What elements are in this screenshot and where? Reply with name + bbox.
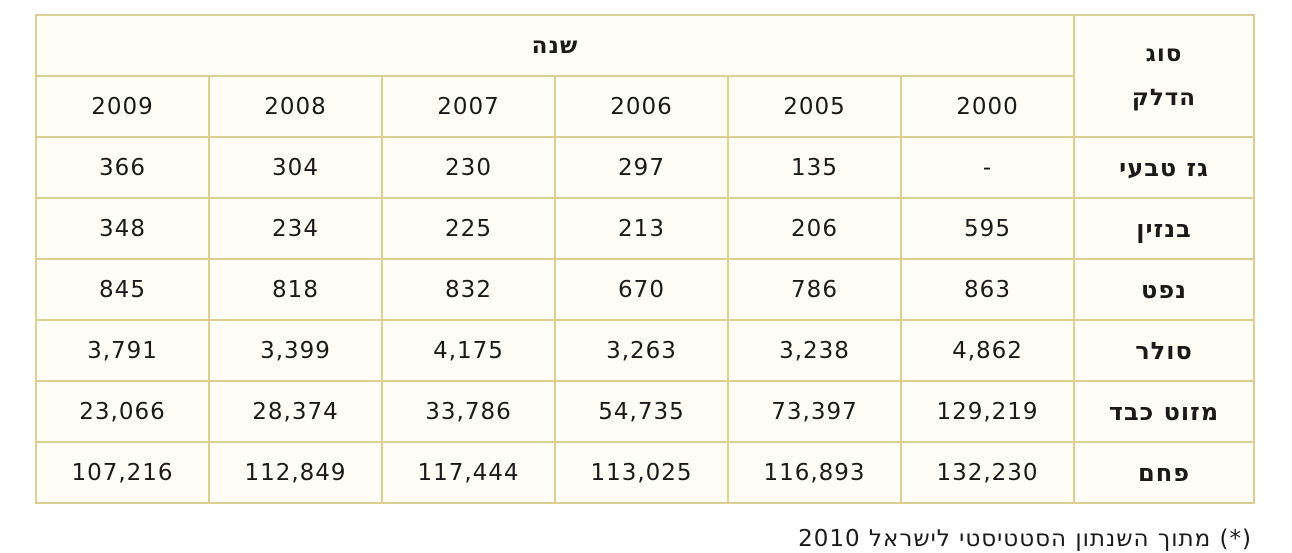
cell: 73,397: [727, 380, 902, 443]
cell: 832: [381, 258, 556, 321]
cell: 54,735: [554, 380, 729, 443]
cell: 28,374: [208, 380, 383, 443]
footnote: (*) מתוך השנתון הסטטיסטי לישראל 2010: [798, 526, 1252, 552]
cell: 818: [208, 258, 383, 321]
year-header: 2006: [554, 75, 729, 138]
cell: -: [900, 136, 1075, 199]
year-header: 2009: [35, 75, 210, 138]
fuel-table: סוג הדלק שנה 2000 2005 2006 2007 2008 2009 גז…: [35, 14, 1255, 504]
cell: 786: [727, 258, 902, 321]
cell: 3,399: [208, 319, 383, 382]
corner-header: סוג הדלק: [1073, 14, 1255, 138]
cell: 348: [35, 197, 210, 260]
cell: 3,263: [554, 319, 729, 382]
cell: 23,066: [35, 380, 210, 443]
header-row: סוג הדלק שנה: [35, 14, 1255, 138]
cell: 863: [900, 258, 1075, 321]
table-head: סוג הדלק שנה 2000 2005 2006 2007 2008 2009: [35, 14, 1255, 138]
cell: 304: [208, 136, 383, 199]
data-row: גז טבעי -135 297 230 304 366: [35, 136, 1255, 199]
cell: 3,791: [35, 319, 210, 382]
cell: 670: [554, 258, 729, 321]
cell: 234: [208, 197, 383, 260]
cell: 213: [554, 197, 729, 260]
data-row: בנזין 595 206 213 225 234 348: [35, 197, 1255, 260]
table-body: גז טבעי -135 297 230 304 366 בנזין 595 206 213 225…: [35, 136, 1255, 504]
cell: 3,238: [727, 319, 902, 382]
cell: 132,230: [900, 441, 1075, 504]
year-header: 2008: [208, 75, 383, 138]
year-row: 2000 2005 2006 2007 2008 2009: [35, 75, 1254, 138]
cell: 107,216: [35, 441, 210, 504]
data-row: מזוט כבד 129,219 73,397 54,735 33,786 28,374 2…: [35, 380, 1255, 443]
table-wrapper: סוג הדלק שנה 2000 2005 2006 2007 2008 2009 גז…: [35, 14, 1255, 504]
cell: 113,025: [554, 441, 729, 504]
cell: 4,175: [381, 319, 556, 382]
cell: 230: [381, 136, 556, 199]
data-row: פחם 132,230 116,893 113,025 117,444 112,849 10…: [35, 441, 1255, 504]
cell: 116,893: [727, 441, 902, 504]
group-header: שנה: [35, 14, 1075, 77]
corner-line: סוג: [1145, 41, 1183, 67]
fuel-label: סולר: [1073, 319, 1255, 382]
fuel-label: בנזין: [1073, 197, 1255, 260]
cell: 112,849: [208, 441, 383, 504]
data-row: סולר 4,862 3,238 3,263 4,175 3,399 3,791: [35, 319, 1255, 382]
cell: 297: [554, 136, 729, 199]
year-header: 2007: [381, 75, 556, 138]
cell: 4,862: [900, 319, 1075, 382]
year-header: 2000: [900, 75, 1075, 138]
cell: 33,786: [381, 380, 556, 443]
corner-line: הדלק: [1131, 85, 1197, 111]
fuel-label: מזוט כבד: [1073, 380, 1255, 443]
cell: 135: [727, 136, 902, 199]
cell: 845: [35, 258, 210, 321]
fuel-label: פחם: [1073, 441, 1255, 504]
fuel-label: נפט: [1073, 258, 1255, 321]
cell: 206: [727, 197, 902, 260]
fuel-label: גז טבעי: [1073, 136, 1255, 199]
year-header: 2005: [727, 75, 902, 138]
cell: 225: [381, 197, 556, 260]
cell: 366: [35, 136, 210, 199]
data-row: נפט 863 786 670 832 818 845: [35, 258, 1255, 321]
cell: 117,444: [381, 441, 556, 504]
cell: 129,219: [900, 380, 1075, 443]
cell: 595: [900, 197, 1075, 260]
